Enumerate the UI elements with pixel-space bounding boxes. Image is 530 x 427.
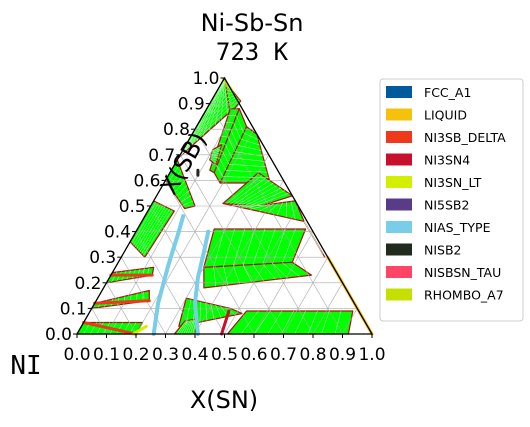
chart-subtitle: 723 K xyxy=(216,38,289,66)
legend-swatch xyxy=(386,154,412,166)
legend: FCC_A1 LIQUID NI3SB_DELTA NI3SN4 NI3SN_LT NI5… xyxy=(380,79,523,321)
legend-swatch xyxy=(386,266,412,278)
legend-label: NISB2 xyxy=(424,243,462,258)
legend-label: NI3SN_LT xyxy=(424,175,482,190)
tie-line-18-8 xyxy=(304,221,323,254)
x-axis-label: X(SN) xyxy=(190,386,258,414)
legend-swatch xyxy=(386,221,412,233)
legend-label: LIQUID xyxy=(424,108,467,123)
legend-swatch xyxy=(386,86,412,98)
x-tick-label: 0.3 xyxy=(152,345,179,365)
corner-label: NI xyxy=(10,351,41,381)
x-tick-label: 0.6 xyxy=(240,345,267,365)
x-tick-label: 0.9 xyxy=(329,345,356,365)
y-tick-label: 0.1 xyxy=(60,299,87,319)
x-tick-label: 0.2 xyxy=(122,345,149,365)
legend-label: NI3SN4 xyxy=(424,153,470,168)
legend-label: NISBSN_TAU xyxy=(424,265,501,280)
legend-label: RHOMBO_A7 xyxy=(424,288,504,303)
y-tick-label: 0.9 xyxy=(178,95,205,115)
legend-swatch xyxy=(386,244,412,256)
chart-title: Ni-Sb-Sn xyxy=(201,9,304,37)
legend-label: NIAS_TYPE xyxy=(424,220,491,235)
legend-swatch xyxy=(386,199,412,211)
legend-swatch xyxy=(386,289,412,301)
y-tick-label: 0.5 xyxy=(119,197,146,217)
legend-swatch xyxy=(386,176,412,188)
legend-swatch xyxy=(386,109,412,121)
y-tick-label: 0.0 xyxy=(45,325,72,345)
x-tick-label: 0.7 xyxy=(270,345,297,365)
x-tick-label: 1.0 xyxy=(358,345,385,365)
y-tick-label: 0.2 xyxy=(74,274,101,294)
y-tick-label: 0.3 xyxy=(89,248,116,268)
legend-swatch xyxy=(386,131,412,143)
grid-line-ni-9 xyxy=(210,104,343,334)
x-tick-label: 0.8 xyxy=(299,345,326,365)
x-tick-label: 0.1 xyxy=(93,345,120,365)
legend-label: FCC_A1 xyxy=(424,85,471,100)
legend-label: NI5SB2 xyxy=(424,198,469,213)
y-tick-label: 0.4 xyxy=(104,223,131,243)
x-tick-label: 0.4 xyxy=(181,345,208,365)
y-tick-label: 1.0 xyxy=(192,69,219,89)
x-tick-label: 0.5 xyxy=(211,345,238,365)
x-tick-label: 0.0 xyxy=(63,345,90,365)
legend-label: NI3SB_DELTA xyxy=(424,130,506,145)
